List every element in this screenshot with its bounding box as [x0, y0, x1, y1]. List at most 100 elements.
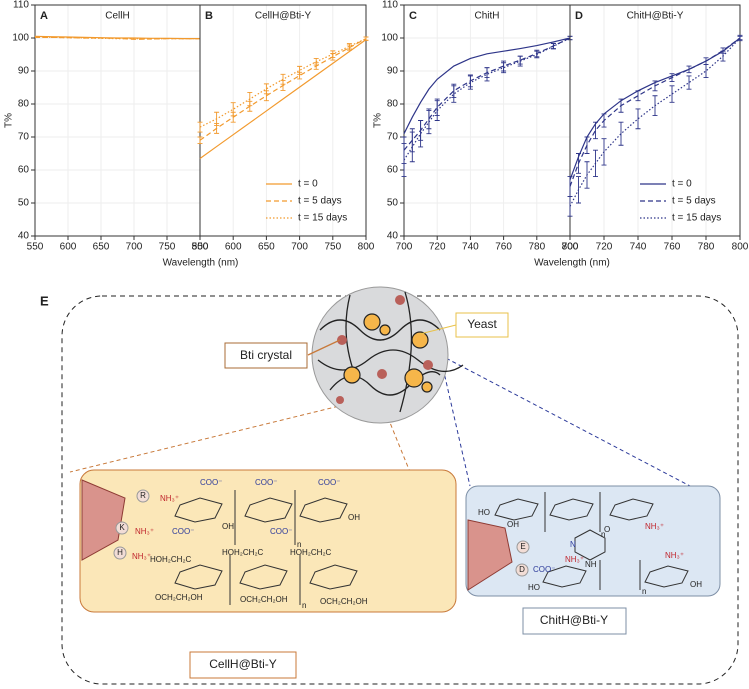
- sugar-rings: [174, 490, 358, 605]
- panel-title: ChitH@Bti-Y: [627, 11, 684, 22]
- zoom-line: [439, 354, 471, 487]
- y-tick-label: 90: [18, 66, 30, 77]
- chem-label: COO⁻: [533, 565, 555, 574]
- chem-label: COO⁻: [172, 527, 194, 536]
- x-tick-label: 600: [60, 242, 77, 253]
- x-tick-label: 800: [358, 242, 375, 253]
- x-tick-label: 650: [93, 242, 110, 253]
- yeast-label: Yeast: [467, 317, 497, 331]
- label-box: [224, 342, 308, 369]
- chem-label: COO⁻: [318, 478, 340, 487]
- y-tick-label: 70: [387, 132, 399, 143]
- x-tick-label: 800: [192, 242, 209, 253]
- error-bar: [409, 131, 415, 163]
- chem-label: OCH₂CH₂OH: [320, 597, 368, 606]
- error-bar: [363, 36, 369, 41]
- error-bar: [263, 83, 269, 95]
- crystal-shape: [467, 519, 513, 591]
- y-tick-label: 50: [18, 198, 30, 209]
- chem-label: COO⁻: [270, 527, 292, 536]
- zoom-line: [439, 354, 691, 487]
- error-bar: [669, 73, 675, 83]
- y-tick-label: 50: [387, 198, 399, 209]
- cellh-structure-box: [79, 469, 457, 613]
- error-bar: [703, 57, 709, 65]
- y-tick-label: 60: [387, 165, 399, 176]
- plot-frame: [34, 4, 201, 237]
- chem-label: n: [642, 587, 646, 596]
- chem-label: HOH₂CH₂C: [290, 548, 332, 557]
- error-bar: [330, 50, 336, 58]
- error-bar: [669, 85, 675, 103]
- residue: K: [119, 523, 125, 532]
- x-tick-label: 700: [126, 242, 143, 253]
- error-bar: [576, 176, 581, 204]
- legend-label: t = 0: [672, 179, 692, 190]
- panel-label: A: [40, 10, 48, 22]
- error-bar: [214, 111, 220, 126]
- zoom-line: [379, 397, 411, 473]
- cellh-title: CellH@Bti-Y: [209, 657, 277, 671]
- error-bar: [280, 73, 286, 85]
- x-tick-label: 700: [396, 242, 413, 253]
- x-tick-label: 650: [258, 242, 275, 253]
- chem-label: n: [302, 601, 306, 610]
- error-bar: [247, 92, 253, 107]
- title-box: [522, 607, 627, 635]
- x-tick-label: 780: [528, 242, 545, 253]
- error-bar: [297, 65, 303, 75]
- y-tick-label: 110: [382, 0, 398, 11]
- y-axis-label: T%: [373, 113, 384, 128]
- chem-label: HOH₂CH₂C: [150, 555, 192, 564]
- legend-label: t = 5 days: [672, 196, 716, 207]
- error-bar: [197, 136, 203, 145]
- x-tick-label: 760: [664, 242, 681, 253]
- y-tick-label: 80: [387, 99, 399, 110]
- chem-label: OH: [222, 522, 234, 531]
- series-line: [199, 39, 367, 159]
- chem-label: COO⁻: [200, 478, 222, 487]
- x-tick-label: 720: [429, 242, 446, 253]
- x-tick-label: 550: [192, 242, 209, 253]
- y-tick-label: 60: [18, 165, 30, 176]
- series-line: [403, 37, 571, 161]
- arrow: [419, 324, 457, 335]
- error-bar: [618, 98, 624, 113]
- plot-frame: [569, 4, 741, 237]
- error-bar: [550, 43, 556, 50]
- panel-label: D: [575, 10, 583, 22]
- x-tick-label: 700: [291, 242, 308, 253]
- error-bar: [434, 100, 440, 121]
- chem-label: HO: [478, 508, 490, 517]
- y-tick-label: 40: [18, 231, 30, 242]
- residue: D: [519, 565, 525, 574]
- chem-label: NH₃⁺: [135, 527, 154, 536]
- residue: R: [140, 491, 146, 500]
- error-bar: [534, 50, 540, 59]
- x-tick-label: 800: [562, 242, 579, 253]
- chem-label: n: [297, 540, 301, 549]
- x-tick-label: 750: [159, 242, 176, 253]
- x-axis-label: Wavelength (nm): [163, 258, 239, 269]
- error-bar: [601, 113, 607, 128]
- panel-title: ChitH: [474, 11, 499, 22]
- residue-circles: [113, 489, 150, 560]
- legend-label: t = 15 days: [298, 213, 347, 224]
- x-tick-label: 720: [596, 242, 613, 253]
- chem-label: OCH₂CH₂OH: [240, 595, 288, 604]
- series-line: [403, 37, 571, 134]
- chem-label: OCH₂CH₂OH: [155, 593, 203, 602]
- error-bar: [567, 195, 573, 217]
- error-bar: [652, 80, 658, 92]
- hydrogel-circle: [311, 286, 449, 424]
- chem-label: COO⁻: [255, 478, 277, 487]
- charts: 550 600 650 700 750 800 40 50 60 70 80 90 100 110 T% Wa…: [4, 0, 749, 269]
- x-tick-label: 750: [324, 242, 341, 253]
- x-tick-label: 600: [225, 242, 242, 253]
- panel-title: CellH@Bti-Y: [255, 11, 312, 22]
- chem-label: n: [601, 530, 605, 539]
- chith-structure-box: [465, 485, 721, 597]
- error-bar: [635, 108, 641, 130]
- x-tick-label: 760: [495, 242, 512, 253]
- chem-label: N: [570, 540, 576, 549]
